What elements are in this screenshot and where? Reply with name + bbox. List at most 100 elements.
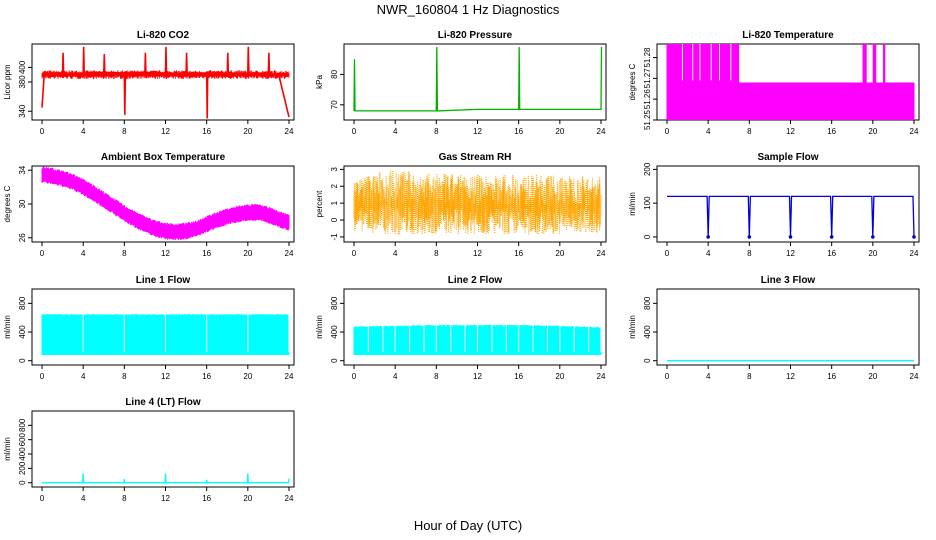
panel-7-ytick-label: 800 <box>18 296 27 310</box>
panel-6-title: Sample Flow <box>757 152 818 163</box>
panel-5-xtick-label: 12 <box>473 249 482 258</box>
panel-10-xtick-label: 8 <box>122 494 127 503</box>
panel-8-data <box>353 324 602 355</box>
panel-4-ytick-label: 26 <box>18 233 27 242</box>
panel-7: Line 1 Flow ml/min 0 4 8 12 16 20 24 0 400 800 <box>3 275 295 381</box>
panel-10-xtick-label: 16 <box>202 494 211 503</box>
panel-9-xtick-label: 0 <box>665 372 670 381</box>
panel-6-xtick-label: 0 <box>665 249 670 258</box>
panel-10-ytick-label: 200 <box>18 461 27 475</box>
panel-1-xtick-label: 16 <box>202 127 211 136</box>
panel-10-ylabel: ml/min <box>3 437 12 461</box>
panel-9-xtick-label: 16 <box>827 372 836 381</box>
panel-6-xtick-label: 12 <box>786 249 795 258</box>
panel-5-ytick-label: 1 <box>330 200 339 205</box>
panel-7-ytick-label: 400 <box>18 325 27 339</box>
panel-6-xtick-label: 20 <box>868 249 877 258</box>
panel-10-title: Line 4 (LT) Flow <box>125 397 201 408</box>
panel-6-point <box>912 235 916 239</box>
panel-3-xtick-label: 20 <box>868 127 877 136</box>
panel-4-xtick-label: 24 <box>285 249 294 258</box>
panel-2-frame <box>343 43 607 121</box>
panel-6-ylabel: ml/min <box>628 192 637 216</box>
panel-8-ylabel: ml/min <box>315 315 324 339</box>
panel-10-xtick-label: 20 <box>243 494 252 503</box>
panel-3: Li-820 Temperature degrees C 0 4 8 12 16 20 24 51… <box>628 30 920 136</box>
panel-3-ytick-label: 51.28 <box>643 47 652 68</box>
panel-1-frame <box>31 43 295 121</box>
panel-5-xtick-label: 4 <box>393 249 398 258</box>
panel-5-ytick-label: 3 <box>330 167 339 172</box>
panel-2-xtick-label: 4 <box>393 127 398 136</box>
panel-3-ylabel: degrees C <box>628 63 637 100</box>
panel-8-xtick-label: 0 <box>352 372 357 381</box>
panel-5-xtick-label: 8 <box>434 249 439 258</box>
panel-3-ytick-label: 51.25 <box>643 109 652 130</box>
panel-4-xtick-label: 16 <box>202 249 211 258</box>
panel-2-ylabel: kPa <box>315 75 324 89</box>
panel-10-xtick-label: 24 <box>285 494 294 503</box>
panel-3-xtick-label: 12 <box>786 127 795 136</box>
panel-5-ytick-label: 0 <box>330 217 339 222</box>
panel-1-xtick-label: 24 <box>285 127 294 136</box>
panel-4-ytick-label: 30 <box>18 199 27 208</box>
panel-3-series-band <box>666 44 915 120</box>
panel-6-ytick-label: 0 <box>643 234 652 239</box>
panel-9-ytick-label: 400 <box>643 325 652 339</box>
panel-5-ylabel: percent <box>315 190 324 217</box>
panel-2-data <box>353 46 603 112</box>
panel-6-point <box>747 235 752 239</box>
panel-8-xtick-label: 12 <box>473 372 482 381</box>
panel-2: Li-820 Pressure kPa 0 4 8 12 16 20 24 70 80 <box>315 30 607 136</box>
panel-5-data <box>353 170 602 235</box>
panel-10-ytick-label: 0 <box>18 480 27 485</box>
panel-3-xtick-label: 0 <box>665 127 670 136</box>
panel-9-xtick-label: 4 <box>706 372 711 381</box>
panel-7-xtick-label: 20 <box>243 372 252 381</box>
panel-1-ytick-label: 380 <box>18 75 27 89</box>
panel-7-xtick-label: 4 <box>81 372 86 381</box>
panel-5-xtick-label: 0 <box>352 249 357 258</box>
panel-4-xtick-label: 12 <box>161 249 170 258</box>
panel-1-ytick-label: 400 <box>18 60 27 74</box>
panel-9-frame <box>656 288 920 366</box>
panel-3-xtick-label: 8 <box>747 127 752 136</box>
panel-10-data <box>42 473 290 484</box>
panel-9-xtick-label: 20 <box>868 372 877 381</box>
panel-1-xtick-label: 8 <box>122 127 127 136</box>
panel-1-series-noise <box>41 70 290 80</box>
panel-4-ytick-label: 34 <box>18 165 27 174</box>
panel-8-xtick-label: 24 <box>597 372 606 381</box>
panel-10: Line 4 (LT) Flow ml/min 0 4 8 12 16 20 24 0 200400… <box>3 397 295 503</box>
panel-10-ytick-label: 400 <box>18 447 27 461</box>
panel-4-xtick-label: 8 <box>122 249 127 258</box>
panel-8: Line 2 Flow ml/min 0 4 8 12 16 20 24 0 400 800 <box>315 275 607 381</box>
panel-9: Line 3 Flow ml/min 0 4 8 12 16 20 24 0 400 800 <box>628 275 920 381</box>
panel-5-xtick-label: 24 <box>597 249 606 258</box>
panel-1-title: Li-820 CO2 <box>137 30 190 41</box>
panel-6-point <box>871 235 875 239</box>
panel-4: Ambient Box Temperature degrees C 0 4 8 12 16 2… <box>3 152 295 258</box>
panel-9-ytick-label: 800 <box>643 296 652 310</box>
panel-9-xtick-label: 8 <box>747 372 752 381</box>
panel-10-xtick-label: 4 <box>81 494 86 503</box>
panel-7-ytick-label: 0 <box>18 358 27 363</box>
panel-10-ytick-label: 800 <box>18 418 27 432</box>
panel-1-series-1 <box>41 46 290 119</box>
panel-9-xtick-label: 12 <box>786 372 795 381</box>
panel-4-series-band <box>41 166 290 240</box>
panel-6-xtick-label: 4 <box>706 249 711 258</box>
panel-8-xtick-label: 20 <box>555 372 564 381</box>
panel-5-xtick-label: 20 <box>555 249 564 258</box>
panel-6-ytick-label: 200 <box>643 162 652 176</box>
panel-5-ytick-label: 2 <box>330 183 339 188</box>
panel-4-xtick-label: 20 <box>243 249 252 258</box>
panel-1-data <box>41 46 290 119</box>
panel-2-xtick-label: 0 <box>352 127 357 136</box>
panel-6-xtick-label: 8 <box>747 249 752 258</box>
panel-2-series-1 <box>353 46 603 112</box>
panel-7-xtick-label: 12 <box>161 372 170 381</box>
panel-8-title: Line 2 Flow <box>448 275 503 286</box>
panel-6-point <box>788 235 793 239</box>
